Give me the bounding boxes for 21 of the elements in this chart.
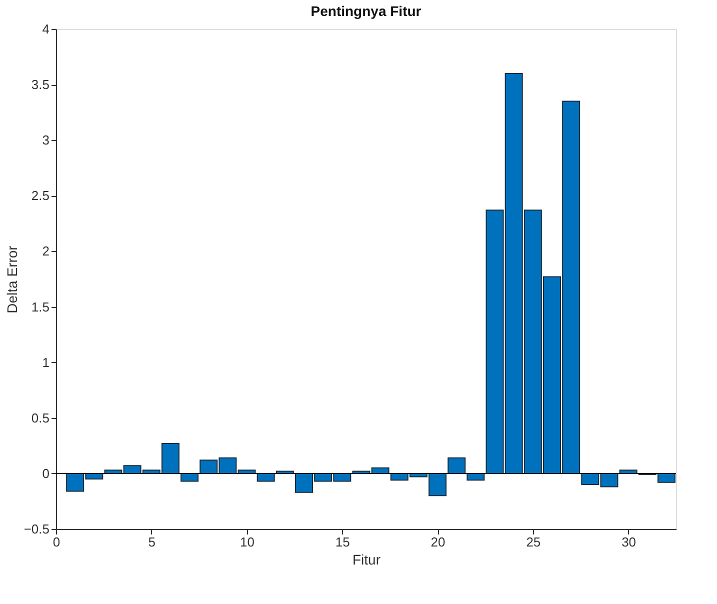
y-tick-label: 0.5 [31,410,50,426]
bar [448,457,466,474]
y-tick-label: 1.5 [31,299,50,314]
x-tick-label: 20 [430,534,446,550]
x-tick-label: 30 [622,534,636,550]
x-tick-label: 15 [335,534,350,550]
y-tick-label: 4 [42,22,50,36]
x-tick-label: 0 [52,534,60,550]
x-tick-label: 5 [148,534,156,550]
y-tick-label: 1 [42,354,50,370]
y-tick-label: 0 [42,466,50,481]
y-tick-label: 2.5 [31,188,50,204]
chart-title: Pentingnya Fitur [310,3,422,19]
y-tick-label: −0.5 [24,522,50,536]
y-tick-label: 2 [42,244,50,259]
x-tick-label: 25 [526,534,541,550]
x-tick-label: 10 [240,534,255,550]
y-axis-title: Delta Error [4,245,20,314]
y-tick-label: 3.5 [31,77,50,92]
x-axis-title: Fitur [352,552,381,568]
y-tick-label: 3 [42,132,50,148]
